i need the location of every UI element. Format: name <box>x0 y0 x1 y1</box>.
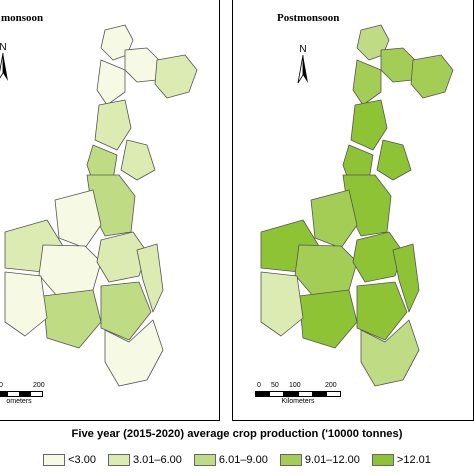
legend-swatch <box>107 454 130 466</box>
district-region <box>310 189 358 249</box>
district-map <box>4 24 198 387</box>
district-region <box>352 59 382 106</box>
legend-item: 3.01–6.00 <box>107 454 182 466</box>
district-region <box>42 289 102 349</box>
north-arrow-icon: N <box>297 44 309 88</box>
legend: <3.00 3.01–6.00 6.01–9.00 9.01–12.00 >12… <box>0 454 474 466</box>
district-region <box>96 59 126 106</box>
district-region <box>54 189 102 249</box>
scale-tick: 50 <box>271 382 279 389</box>
scale-unit: Kilometers <box>281 398 315 405</box>
map-title: monsoon <box>1 12 44 24</box>
legend-title: Five year (2015-2020) average crop produ… <box>71 428 403 440</box>
legend-swatch <box>279 454 302 466</box>
legend-item: 9.01–12.00 <box>279 454 360 466</box>
legend-item: 6.01–9.00 <box>193 454 268 466</box>
district-region <box>260 271 304 337</box>
legend-swatch <box>371 454 394 466</box>
district-region <box>360 319 420 387</box>
north-label: N <box>299 44 307 55</box>
legend-swatch <box>43 454 66 466</box>
north-arrow-icon: N <box>0 42 9 86</box>
scale-bar: 0 50 100 200 Kilometers <box>255 382 341 405</box>
district-region <box>356 281 408 341</box>
legend-label: >12.01 <box>396 454 431 466</box>
scale-tick: 200 <box>33 382 45 389</box>
legend-label: 3.01–6.00 <box>132 454 182 466</box>
district-region <box>124 47 160 83</box>
scale-tick: 0 <box>257 382 261 389</box>
district-region <box>104 319 164 387</box>
district-region <box>4 271 48 337</box>
legend-item: >12.01 <box>371 454 431 466</box>
district-region <box>154 54 198 99</box>
map-title: Postmonsoon <box>277 12 340 24</box>
pre-monsoon-map-panel: monsoon N 0 200 ometers <box>0 0 220 421</box>
legend-label: <3.00 <box>68 454 96 466</box>
district-region <box>136 243 164 313</box>
north-label: N <box>0 42 7 53</box>
scale-bar: 0 200 ometers <box>0 382 45 405</box>
legend-item: <3.00 <box>43 454 96 466</box>
district-map <box>260 24 454 387</box>
district-region <box>352 231 404 283</box>
scale-unit: ometers <box>6 398 32 405</box>
post-monsoon-map-panel: Postmonsoon N 0 50 100 <box>232 0 474 421</box>
district-region <box>410 54 454 99</box>
district-region <box>100 281 152 341</box>
district-region <box>392 243 420 313</box>
scale-tick: 100 <box>289 382 301 389</box>
district-region <box>294 244 358 297</box>
district-region <box>298 289 358 349</box>
district-region <box>350 99 388 151</box>
district-region <box>38 244 102 297</box>
district-region <box>96 231 148 283</box>
scale-tick: 0 <box>0 382 3 389</box>
district-region <box>376 139 412 181</box>
scale-tick: 200 <box>325 382 337 389</box>
district-region <box>380 47 416 83</box>
legend-swatch <box>193 454 216 466</box>
legend-label: 9.01–12.00 <box>304 454 360 466</box>
legend-label: 6.01–9.00 <box>218 454 268 466</box>
district-region <box>94 99 132 151</box>
district-region <box>120 139 156 181</box>
